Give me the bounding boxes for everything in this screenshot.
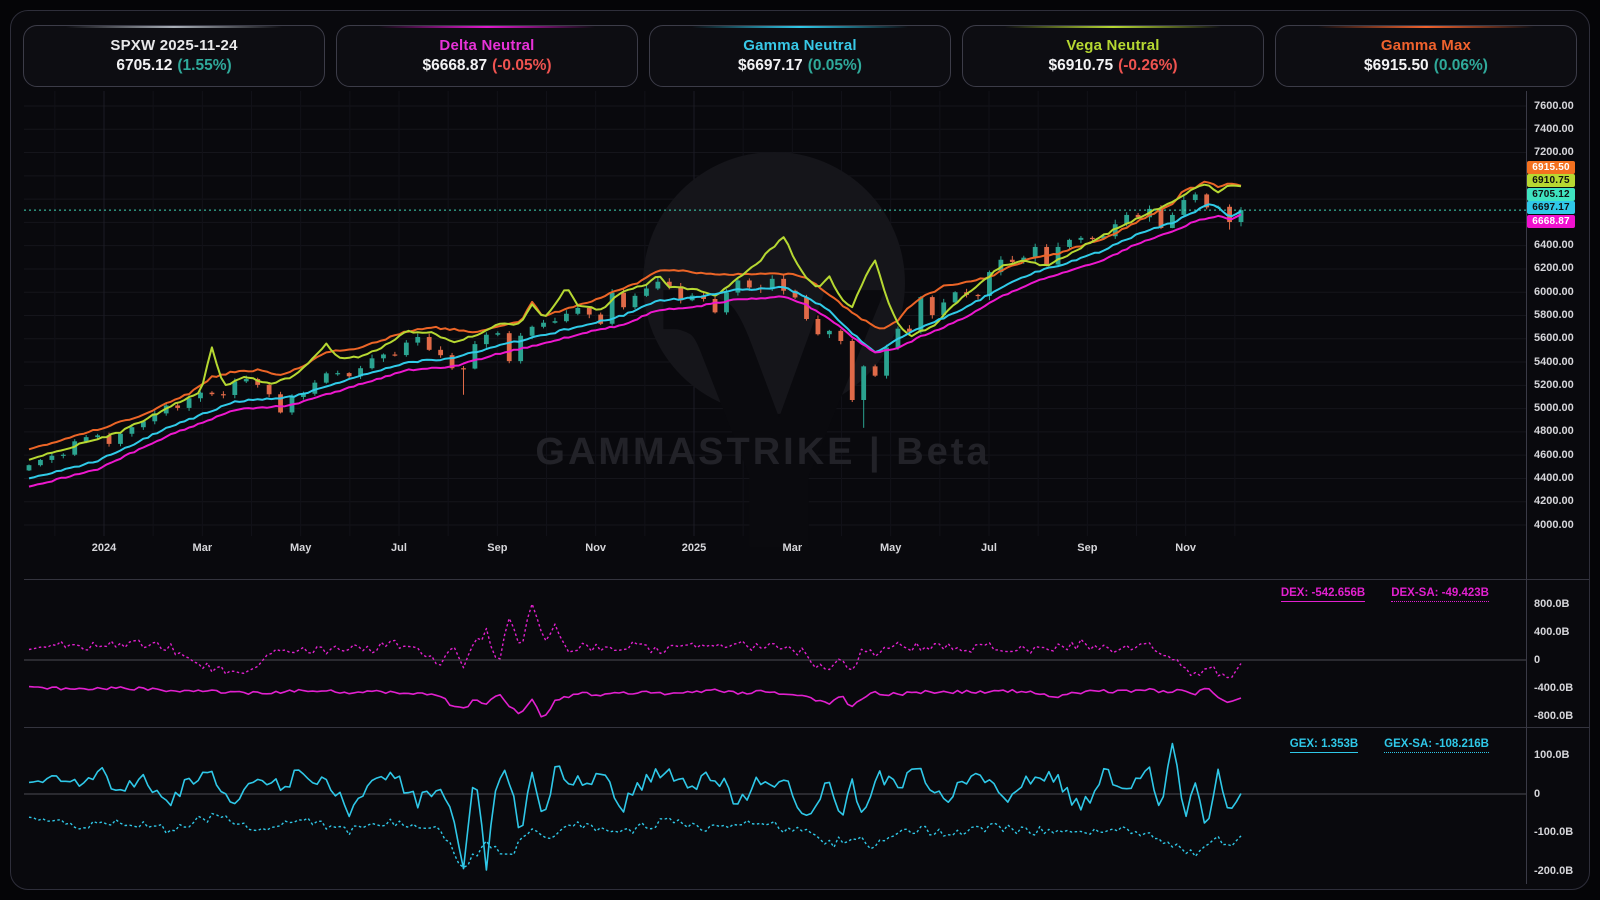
gex-y-tick: 100.0B bbox=[1534, 748, 1570, 761]
x-axis-label: 2025 bbox=[681, 542, 707, 554]
card-accent-bar bbox=[379, 26, 595, 28]
x-axis-label: Mar bbox=[782, 542, 803, 554]
card-title: Gamma Neutral bbox=[743, 37, 857, 54]
card-pct: (1.55%) bbox=[177, 57, 232, 74]
dex-y-tick: -800.0B bbox=[1534, 709, 1574, 722]
card-value: $6915.50 bbox=[1364, 57, 1429, 74]
card-pct: (-0.05%) bbox=[492, 57, 552, 74]
x-axis-label: Sep bbox=[1077, 542, 1098, 554]
y-axis-tick: 5000.00 bbox=[1534, 402, 1574, 415]
spxw-summary-card[interactable]: SPXW 2025-11-24 6705.12 (1.55%) bbox=[23, 25, 325, 87]
svg-text:γ: γ bbox=[658, 161, 890, 557]
x-axis-label: Sep bbox=[487, 542, 508, 554]
gex-panel[interactable] bbox=[24, 727, 1526, 884]
delta-neutral-card[interactable]: Delta Neutral $6668.87 (-0.05%) bbox=[336, 25, 638, 87]
gex-y-tick: -200.0B bbox=[1534, 864, 1574, 877]
gex-sa-line bbox=[28, 812, 1242, 869]
card-value: $6697.17 bbox=[738, 57, 803, 74]
series-line-vega-neutral bbox=[28, 183, 1242, 461]
gex-sa-legend-item[interactable]: GEX-SA: -108.216B bbox=[1384, 738, 1489, 753]
y-axis-tick: 4000.00 bbox=[1534, 518, 1574, 531]
gex-line bbox=[28, 742, 1242, 871]
series-line-gamma-max bbox=[28, 180, 1242, 451]
price-tag-gamma-max: 6915.50 bbox=[1527, 161, 1575, 174]
card-title: Gamma Max bbox=[1380, 37, 1472, 54]
price-tag-delta-neutral: 6668.87 bbox=[1527, 214, 1575, 228]
y-axis-tick: 5600.00 bbox=[1534, 332, 1574, 345]
dex-sa-line bbox=[28, 603, 1242, 679]
y-axis-tick: 4200.00 bbox=[1534, 495, 1574, 508]
dex-y-tick: 0 bbox=[1534, 653, 1541, 666]
dex-y-tick: 800.0B bbox=[1534, 597, 1570, 610]
x-axis-label: 2024 bbox=[91, 542, 117, 554]
y-axis-tick: 7600.00 bbox=[1534, 99, 1574, 112]
card-pct: (0.06%) bbox=[1433, 57, 1488, 74]
y-axis-tick: 7400.00 bbox=[1534, 122, 1574, 135]
y-axis-tick: 7200.00 bbox=[1534, 146, 1574, 159]
main-price-chart[interactable]: γ bbox=[24, 91, 1526, 559]
x-axis-label: Nov bbox=[1175, 542, 1197, 554]
card-accent-bar bbox=[66, 26, 282, 28]
header-cards-row: SPXW 2025-11-24 6705.12 (1.55%) Delta Neu… bbox=[23, 25, 1577, 87]
dex-sa-legend-item[interactable]: DEX-SA: -49.423B bbox=[1391, 587, 1489, 602]
x-axis-label: Nov bbox=[585, 542, 607, 554]
series-line-gamma-neutral bbox=[28, 203, 1242, 480]
dex-y-tick: -400.0B bbox=[1534, 681, 1574, 694]
price-tag-gamma-neutral: 6697.17 bbox=[1527, 201, 1575, 215]
dex-y-tick: 400.0B bbox=[1534, 625, 1570, 638]
y-axis-tick: 5400.00 bbox=[1534, 355, 1574, 368]
dex-line bbox=[28, 685, 1242, 718]
card-value-row: 6705.12 (1.55%) bbox=[116, 57, 231, 75]
dex-legend-item[interactable]: DEX: -542.656B bbox=[1280, 587, 1366, 602]
card-pct: (0.05%) bbox=[807, 57, 862, 74]
dex-panel[interactable] bbox=[24, 581, 1526, 727]
card-value: 6705.12 bbox=[116, 57, 173, 74]
separator-dex-gex bbox=[24, 727, 1589, 728]
y-axis-tick: 6200.00 bbox=[1534, 262, 1574, 275]
card-title: Delta Neutral bbox=[439, 37, 535, 54]
card-value-row: $6697.17 (0.05%) bbox=[738, 57, 862, 75]
card-accent-bar bbox=[692, 26, 908, 28]
gamma-logo-watermark: γ bbox=[643, 152, 905, 557]
app-container: SPXW 2025-11-24 6705.12 (1.55%) Delta Neu… bbox=[10, 10, 1590, 890]
vega-neutral-card[interactable]: Vega Neutral $6910.75 (-0.26%) bbox=[962, 25, 1264, 87]
card-pct: (-0.26%) bbox=[1118, 57, 1178, 74]
price-tag-vega-neutral: 6910.75 bbox=[1527, 174, 1575, 188]
gamma-neutral-card[interactable]: Gamma Neutral $6697.17 (0.05%) bbox=[649, 25, 951, 87]
x-axis-label: Jul bbox=[391, 542, 407, 554]
card-value-row: $6915.50 (0.06%) bbox=[1364, 57, 1488, 75]
card-value-row: $6910.75 (-0.26%) bbox=[1048, 57, 1177, 75]
gex-y-tick: -100.0B bbox=[1534, 826, 1574, 839]
x-axis-label: Jul bbox=[981, 542, 997, 554]
price-axis-separator bbox=[1526, 91, 1527, 884]
y-axis-tick: 6000.00 bbox=[1534, 285, 1574, 298]
card-value: $6910.75 bbox=[1048, 57, 1114, 74]
watermark-text: GAMMASTRIKE | Beta bbox=[535, 431, 991, 473]
card-value: $6668.87 bbox=[422, 57, 488, 74]
separator-main-dex bbox=[24, 579, 1589, 580]
y-axis-tick: 4400.00 bbox=[1534, 471, 1574, 484]
dex-legend: DEX: -542.656B DEX-SA: -49.423B bbox=[1280, 587, 1489, 602]
card-title: SPXW 2025-11-24 bbox=[110, 37, 238, 54]
x-axis-label: Mar bbox=[192, 542, 213, 554]
card-value-row: $6668.87 (-0.05%) bbox=[422, 57, 551, 75]
gex-legend-item[interactable]: GEX: 1.353B bbox=[1289, 738, 1359, 753]
gamma-max-card[interactable]: Gamma Max $6915.50 (0.06%) bbox=[1275, 25, 1577, 87]
x-axis-label: May bbox=[289, 542, 312, 554]
price-tag-spot: 6705.12 bbox=[1527, 187, 1575, 201]
y-axis-tick: 4800.00 bbox=[1534, 425, 1574, 438]
card-title: Vega Neutral bbox=[1066, 37, 1160, 54]
card-accent-bar bbox=[1318, 26, 1534, 28]
y-axis-tick: 5800.00 bbox=[1534, 309, 1574, 321]
card-accent-bar bbox=[1005, 26, 1221, 28]
x-axis-label: May bbox=[879, 542, 902, 554]
y-axis-tick: 6400.00 bbox=[1534, 239, 1574, 252]
y-axis-tick: 5200.00 bbox=[1534, 378, 1574, 391]
series-line-delta-neutral bbox=[28, 213, 1242, 488]
gex-y-tick: 0 bbox=[1534, 787, 1541, 800]
y-axis-tick: 4600.00 bbox=[1534, 448, 1574, 461]
gex-legend: GEX: 1.353B GEX-SA: -108.216B bbox=[1289, 738, 1489, 753]
